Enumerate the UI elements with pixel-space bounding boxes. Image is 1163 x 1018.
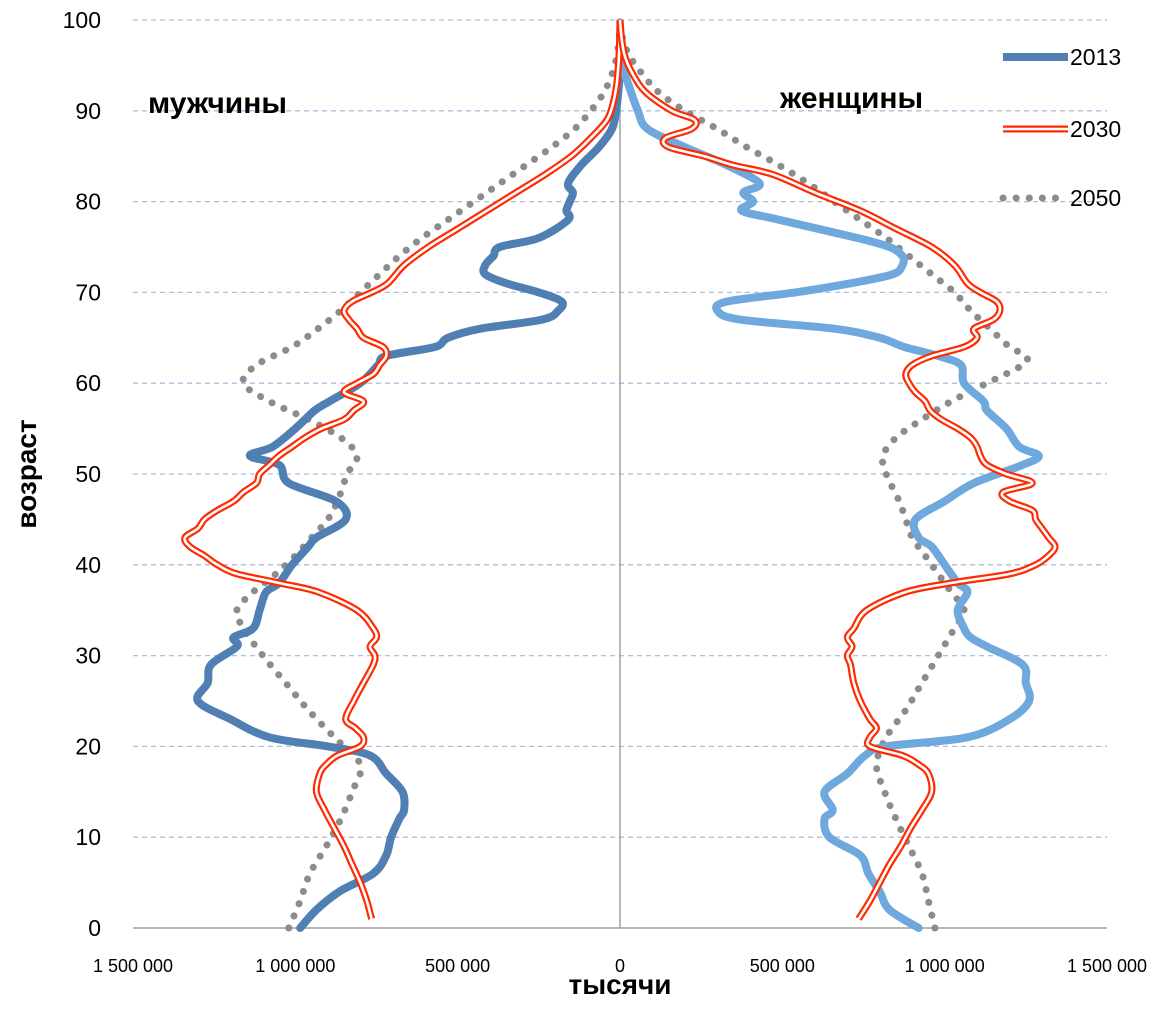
y-tick-label: 100: [63, 7, 101, 33]
x-tick-label: 0: [615, 956, 625, 976]
x-tick-label: 1 500 000: [93, 956, 173, 976]
y-tick-label: 60: [75, 370, 101, 396]
legend-label: 2050: [1070, 185, 1121, 211]
series-lines: [181, 16, 1059, 932]
series-2013-men-line: [193, 43, 624, 932]
series-2030-women-line: [616, 19, 1059, 921]
annotation-men: мужчины: [148, 87, 287, 120]
x-axis-label: тысячи: [568, 969, 671, 1000]
legend-item-2013: 2013: [1003, 44, 1121, 70]
annotation-women: женщины: [779, 82, 923, 115]
axes: [133, 20, 1107, 929]
y-tick-label: 20: [75, 733, 101, 759]
y-tick-label: 30: [75, 643, 101, 669]
legend-item-2050: 2050: [999, 185, 1121, 211]
y-tick-label: 80: [75, 189, 101, 215]
series-2050-men-line: [233, 16, 624, 932]
x-tick-label: 1 000 000: [905, 956, 985, 976]
x-tick-label: 1 000 000: [255, 956, 335, 976]
series-2030-men-line: [181, 19, 624, 920]
legend-label: 2030: [1070, 116, 1121, 142]
legend: 2013 2030 2050: [999, 44, 1121, 211]
x-tick-label: 500 000: [750, 956, 815, 976]
x-tick-label: 500 000: [425, 956, 490, 976]
y-tick-label: 10: [75, 824, 101, 850]
y-tick-label: 90: [75, 98, 101, 124]
series-2030-men-line-inner: [183, 19, 622, 920]
y-axis-label: возраст: [11, 419, 42, 528]
y-tick-label: 70: [75, 279, 101, 305]
series-2030-women-line-inner: [618, 19, 1057, 920]
y-tick-label: 0: [88, 915, 101, 941]
legend-label: 2013: [1070, 44, 1121, 70]
y-tick-label: 40: [75, 552, 101, 578]
series-2050-women-line: [616, 16, 1031, 932]
x-tick-label: 1 500 000: [1067, 956, 1147, 976]
series-2030-men-line-outer: [181, 19, 624, 920]
y-tick-label: 50: [75, 461, 101, 487]
series-2013-women-line: [616, 43, 1043, 932]
legend-item-2030: 2030: [1003, 116, 1121, 142]
